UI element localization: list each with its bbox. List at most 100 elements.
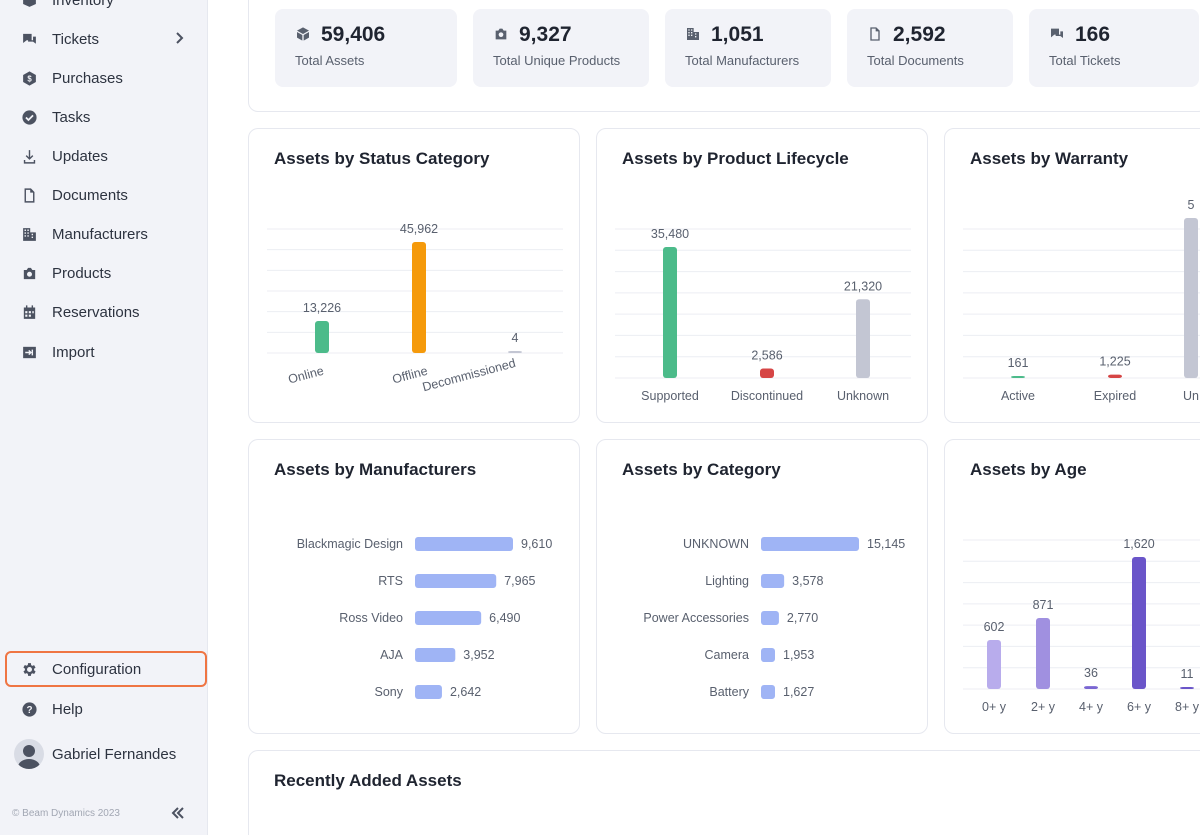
- chart-bar: [663, 247, 677, 378]
- sidebar-item-import[interactable]: Import: [0, 334, 208, 370]
- sidebar-item-label: Tickets: [52, 30, 99, 48]
- chevron-right-icon[interactable]: [172, 31, 186, 45]
- chart-bar: [1036, 618, 1050, 689]
- chart-bar: [761, 537, 859, 551]
- stat-card[interactable]: 9,327 Total Unique Products: [473, 9, 649, 87]
- data-label: 9,610: [521, 537, 552, 551]
- stat-value: 59,406: [321, 23, 386, 46]
- stat-label: Total Documents: [867, 53, 964, 68]
- sidebar-item-configuration[interactable]: Configuration: [5, 651, 207, 687]
- chart-bar: [412, 242, 426, 353]
- data-label: 871: [1033, 598, 1054, 612]
- svg-text:?: ?: [26, 705, 32, 716]
- card-title: Assets by Manufacturers: [274, 460, 477, 479]
- card-title: Assets by Category: [622, 460, 781, 479]
- stat-card[interactable]: 2,592 Total Documents: [847, 9, 1013, 87]
- sidebar-item-purchases[interactable]: $ Purchases: [0, 60, 208, 96]
- sidebar-item-manufacturers[interactable]: Manufacturers: [0, 216, 208, 252]
- chart-bar: [415, 611, 482, 625]
- chart-bar: [1011, 376, 1025, 378]
- sidebar-item-help[interactable]: ? Help: [0, 691, 208, 727]
- category-label: Blackmagic Design: [297, 537, 403, 551]
- stat-value: 2,592: [893, 23, 946, 46]
- category-label: 4+ y: [1079, 700, 1104, 714]
- chart-bar: [1184, 218, 1198, 378]
- sidebar-item-label: Inventory: [52, 0, 114, 9]
- collapse-sidebar-icon[interactable]: [170, 805, 188, 823]
- warranty-chart: 161 Active 1,225 Expired 5 Un: [963, 198, 1200, 403]
- stat-value: 1,051: [711, 23, 764, 46]
- category-label: Online: [287, 364, 326, 387]
- sidebar-item-label: Manufacturers: [52, 225, 148, 243]
- category-label: Expired: [1094, 389, 1136, 403]
- sidebar-item-updates[interactable]: Updates: [0, 138, 208, 174]
- user-profile[interactable]: Gabriel Fernandes: [14, 738, 204, 770]
- sidebar-item-label: Import: [52, 343, 95, 361]
- sidebar-item-label: Purchases: [52, 69, 123, 87]
- chart-bar: [415, 537, 513, 551]
- sidebar-item-documents[interactable]: Documents: [0, 177, 208, 213]
- card-category: Assets by Category UNKNOWN 15,145 Lighting…: [596, 439, 928, 734]
- stat-label: Total Tickets: [1049, 53, 1121, 68]
- sidebar-item-tasks[interactable]: Tasks: [0, 99, 208, 135]
- grid: [963, 228, 1200, 379]
- chart-bar: [1180, 687, 1194, 689]
- chart-bar: [415, 685, 442, 699]
- data-label: 602: [984, 620, 1005, 634]
- dashboard-main: 59,406 Total Assets 9,327 Total Unique Prod…: [208, 0, 1200, 835]
- camera-icon: [20, 264, 38, 282]
- stat-label: Total Unique Products: [493, 53, 621, 68]
- data-label: 45,962: [400, 222, 438, 236]
- card-recent-assets: Recently Added Assets: [248, 750, 1200, 835]
- category-label: Active: [1001, 389, 1035, 403]
- sidebar-item-label: Help: [52, 700, 83, 718]
- user-name: Gabriel Fernandes: [52, 745, 177, 763]
- sidebar-item-label: Documents: [52, 186, 128, 204]
- chart-bar: [415, 574, 497, 588]
- gear-icon: [20, 660, 38, 678]
- category-label: Un: [1183, 389, 1199, 403]
- stat-card[interactable]: 59,406 Total Assets: [275, 9, 457, 87]
- category-label: Lighting: [705, 574, 749, 588]
- sidebar-item-inventory[interactable]: Inventory: [0, 0, 208, 18]
- help-icon: ?: [20, 700, 38, 718]
- chart-bar: [1108, 374, 1122, 378]
- data-label: 1,953: [783, 648, 814, 662]
- data-label: 11: [1181, 667, 1194, 681]
- stat-card[interactable]: 166 Total Tickets: [1029, 9, 1199, 87]
- category-label: Decommissioned: [421, 356, 517, 394]
- category-label: 8+ y: [1175, 700, 1200, 714]
- category-label: Discontinued: [731, 389, 803, 403]
- category-chart: UNKNOWN 15,145 Lighting 3,578 Power Accessor…: [643, 537, 905, 699]
- chart-bar: [1084, 686, 1098, 689]
- card-title: Recently Added Assets: [274, 771, 462, 790]
- chart-bar: [856, 299, 870, 378]
- stat-card[interactable]: 1,051 Total Manufacturers: [665, 9, 831, 87]
- data-label: 6,490: [489, 611, 520, 625]
- sidebar-item-label: Products: [52, 264, 112, 282]
- sidebar-item-products[interactable]: Products: [0, 255, 208, 291]
- card-manufacturers: Assets by Manufacturers Blackmagic Desig…: [248, 439, 580, 734]
- category-label: Unknown: [837, 389, 889, 403]
- building-icon: [20, 225, 38, 243]
- age-chart: 602 0+ y 871 2+ y 36 4+ y 1,620 6+ y 11 8+ y: [963, 537, 1200, 714]
- chart-bar: [760, 368, 774, 378]
- chart-bar: [761, 574, 785, 588]
- sidebar-item-label: Tasks: [52, 108, 91, 126]
- chart-bar: [315, 321, 329, 353]
- copyright: © Beam Dynamics 2023: [12, 808, 120, 819]
- card-warranty: Assets by Warranty 161 Active 1,225 Expired…: [944, 128, 1200, 423]
- grid: [963, 539, 1200, 690]
- sidebar: Inventory Tickets $ Purchases Tasks Updates Do…: [0, 0, 208, 835]
- svg-text:$: $: [27, 74, 32, 83]
- chat-icon: [1049, 26, 1067, 44]
- camera-icon: [493, 26, 511, 44]
- box-icon: [20, 0, 38, 9]
- sidebar-item-label: Reservations: [52, 303, 140, 321]
- chart-bar: [415, 648, 456, 662]
- stat-label: Total Manufacturers: [685, 53, 800, 68]
- sidebar-item-reservations[interactable]: Reservations: [0, 294, 208, 330]
- sidebar-item-tickets[interactable]: Tickets: [0, 21, 208, 57]
- chart-bar: [1132, 557, 1146, 689]
